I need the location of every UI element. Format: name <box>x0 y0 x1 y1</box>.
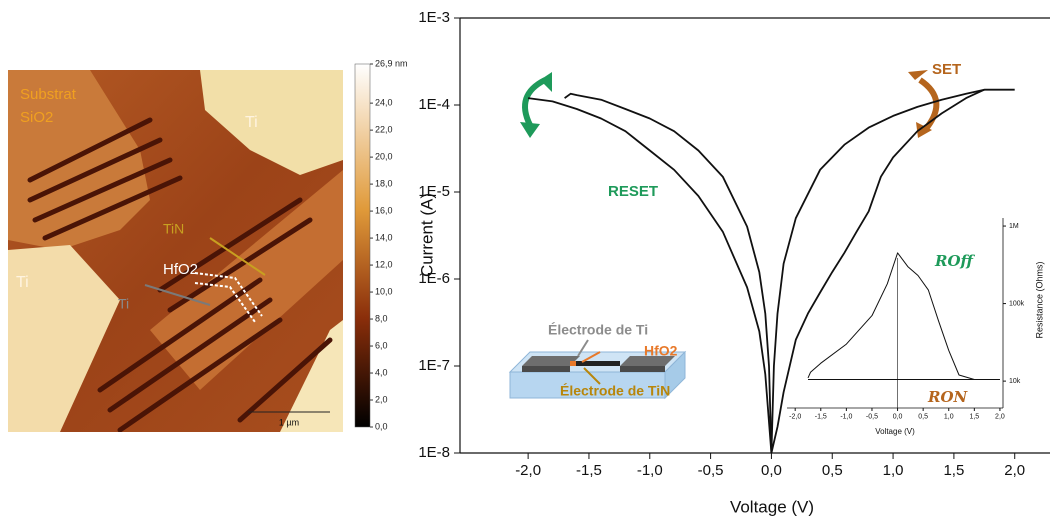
colorbar-tick-label: 12,0 <box>375 259 393 269</box>
colorbar-tick-label: 14,0 <box>375 232 393 242</box>
colorbar <box>355 64 370 427</box>
colorbar-tick-label: 20,0 <box>375 151 393 161</box>
colorbar-tick-label: 6,0 <box>375 340 388 350</box>
afm-label: Substrat <box>20 86 77 103</box>
x-tick-label: -1,0 <box>637 462 663 479</box>
data-line <box>528 98 771 453</box>
y-axis-label: Resistance (Ohms) <box>1034 261 1044 338</box>
colorbar-tick-label: 0,0 <box>375 421 388 431</box>
y-tick-label: 10k <box>1009 378 1021 385</box>
x-tick-label: -1,5 <box>576 462 602 479</box>
scale-bar-label: 1 µm <box>279 417 299 427</box>
afm-label: TiN <box>163 221 184 237</box>
x-tick-label: 0,5 <box>822 462 843 479</box>
annotation: HfO2 <box>644 343 678 359</box>
x-tick-label: -1,0 <box>840 413 852 420</box>
x-tick-label: 1,0 <box>944 413 954 420</box>
x-tick-label: 0,0 <box>893 413 903 420</box>
colorbar-tick-label: 4,0 <box>375 367 388 377</box>
figure: Substrat SiO2 Ti Ti TiN HfO2 Ti 1 µm 26,9 nm 24,0… <box>0 0 1057 522</box>
x-tick-label: -0,5 <box>866 413 878 420</box>
x-tick-label: -1,5 <box>815 413 827 420</box>
colorbar-tick-label: 26,9 nm <box>375 58 408 68</box>
y-tick-label: 1E-7 <box>418 357 450 374</box>
afm-label: HfO2 <box>163 261 198 278</box>
colorbar-tick-label: 8,0 <box>375 313 388 323</box>
colorbar-tick-label: 22,0 <box>375 124 393 134</box>
x-tick-label: 1,5 <box>943 462 964 479</box>
x-tick-label: -0,5 <box>698 462 724 479</box>
x-tick-label: 1,0 <box>883 462 904 479</box>
x-tick-label: 0,0 <box>761 462 782 479</box>
annotation: RON <box>927 388 969 406</box>
y-tick-label: 1E-3 <box>418 9 450 26</box>
annotation: SET <box>932 61 961 78</box>
annotation: RESET <box>608 183 658 200</box>
afm-image <box>8 70 343 432</box>
afm-label: SiO2 <box>20 109 53 126</box>
y-tick-label: 1E-8 <box>418 444 450 461</box>
x-axis-label: Voltage (V) <box>730 497 814 516</box>
colorbar-tick-label: 2,0 <box>375 394 388 404</box>
afm-label: Ti <box>245 114 258 131</box>
colorbar-tick-label: 10,0 <box>375 286 393 296</box>
afm-label: Ti <box>16 274 29 291</box>
annotation: Électrode de Ti <box>548 322 648 338</box>
data-line <box>771 90 1014 453</box>
y-axis-label: Current (A) <box>417 193 436 277</box>
data-line <box>808 253 1000 380</box>
annotation: ROff <box>934 252 976 270</box>
x-tick-label: 0,5 <box>918 413 928 420</box>
x-tick-label: 2,0 <box>1004 462 1025 479</box>
x-axis-label: Voltage (V) <box>875 427 915 436</box>
y-tick-label: 1E-4 <box>418 96 450 113</box>
y-tick-label: 100k <box>1009 300 1025 307</box>
x-tick-label: -2,0 <box>789 413 801 420</box>
x-tick-label: 2,0 <box>995 413 1005 420</box>
x-tick-label: 1,5 <box>969 413 979 420</box>
cycle-arrows <box>520 70 936 138</box>
x-tick-label: -2,0 <box>515 462 541 479</box>
colorbar-tick-label: 18,0 <box>375 178 393 188</box>
colorbar-tick-label: 16,0 <box>375 205 393 215</box>
annotation: Électrode de TiN <box>560 383 670 399</box>
afm-label: Ti <box>118 296 129 312</box>
y-tick-label: 1M <box>1009 223 1019 230</box>
colorbar-tick-label: 24,0 <box>375 98 393 108</box>
